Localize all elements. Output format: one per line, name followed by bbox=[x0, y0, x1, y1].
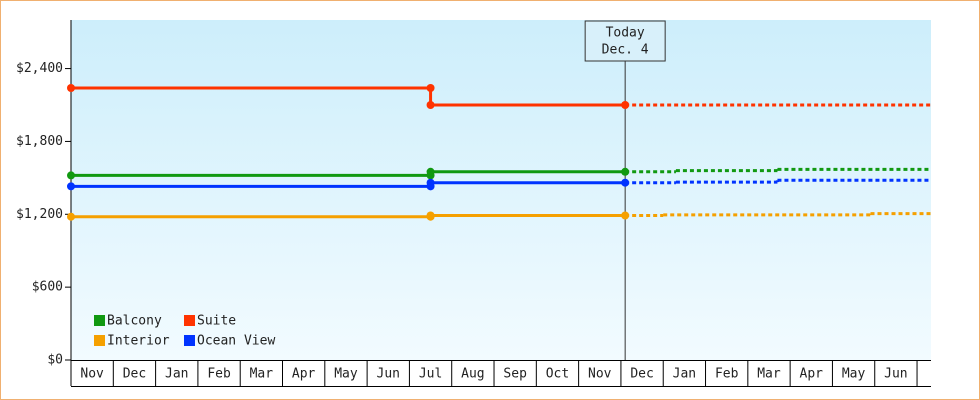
today-label: Today bbox=[606, 26, 645, 41]
point bbox=[621, 211, 630, 220]
x-tick-label: Mar bbox=[757, 367, 781, 382]
series bbox=[67, 84, 931, 109]
point bbox=[67, 171, 75, 180]
point bbox=[426, 101, 435, 109]
x-tick-label: Jun bbox=[884, 367, 907, 382]
x-tick-label: Sep bbox=[503, 367, 527, 382]
series bbox=[67, 211, 931, 221]
point bbox=[67, 212, 75, 221]
point bbox=[67, 182, 75, 191]
x-tick-label: May bbox=[842, 367, 866, 382]
legend-swatch bbox=[94, 335, 105, 346]
x-tick-label: Aug bbox=[461, 367, 484, 382]
point bbox=[621, 167, 630, 176]
x-tick-label: Oct bbox=[546, 367, 569, 382]
x-tick-label: Dec bbox=[630, 367, 653, 382]
x-tick-label: Jun bbox=[377, 367, 400, 382]
x-tick-label: Nov bbox=[588, 367, 612, 382]
y-tick-label: $0 bbox=[47, 353, 63, 368]
legend-label: Interior bbox=[107, 334, 170, 349]
today-label: Dec. 4 bbox=[602, 43, 649, 58]
legend-label: Suite bbox=[197, 314, 236, 329]
x-tick-label: May bbox=[334, 367, 358, 382]
point bbox=[621, 101, 630, 109]
today-box bbox=[584, 20, 666, 62]
point bbox=[67, 84, 75, 92]
series bbox=[67, 167, 931, 180]
point bbox=[426, 171, 435, 180]
point bbox=[426, 182, 435, 191]
legend-swatch bbox=[184, 315, 195, 326]
y-tick-label: $1,800 bbox=[16, 134, 63, 149]
point bbox=[621, 178, 630, 187]
x-tick-label: Jul bbox=[419, 367, 442, 382]
x-tick-label: Apr bbox=[292, 367, 316, 382]
point bbox=[426, 212, 435, 221]
point bbox=[426, 84, 435, 92]
y-tick-label: $1,200 bbox=[16, 207, 63, 222]
y-tick-label: $600 bbox=[32, 280, 63, 295]
x-tick-label: Feb bbox=[715, 367, 739, 382]
legend-label: Balcony bbox=[107, 314, 162, 329]
legend-swatch bbox=[94, 315, 105, 326]
x-tick-label: Dec bbox=[123, 367, 146, 382]
x-tick-label: Jan bbox=[165, 367, 188, 382]
legend-label: Ocean View bbox=[197, 334, 275, 349]
x-tick-label: Nov bbox=[80, 367, 104, 382]
legend-swatch bbox=[184, 335, 195, 346]
x-tick-label: Apr bbox=[800, 367, 824, 382]
y-tick-label: $2,400 bbox=[16, 61, 63, 76]
x-tick-label: Mar bbox=[250, 367, 274, 382]
plot-background bbox=[71, 20, 931, 360]
x-tick-label: Feb bbox=[207, 367, 231, 382]
x-tick-label: Jan bbox=[673, 367, 696, 382]
series bbox=[67, 178, 931, 191]
